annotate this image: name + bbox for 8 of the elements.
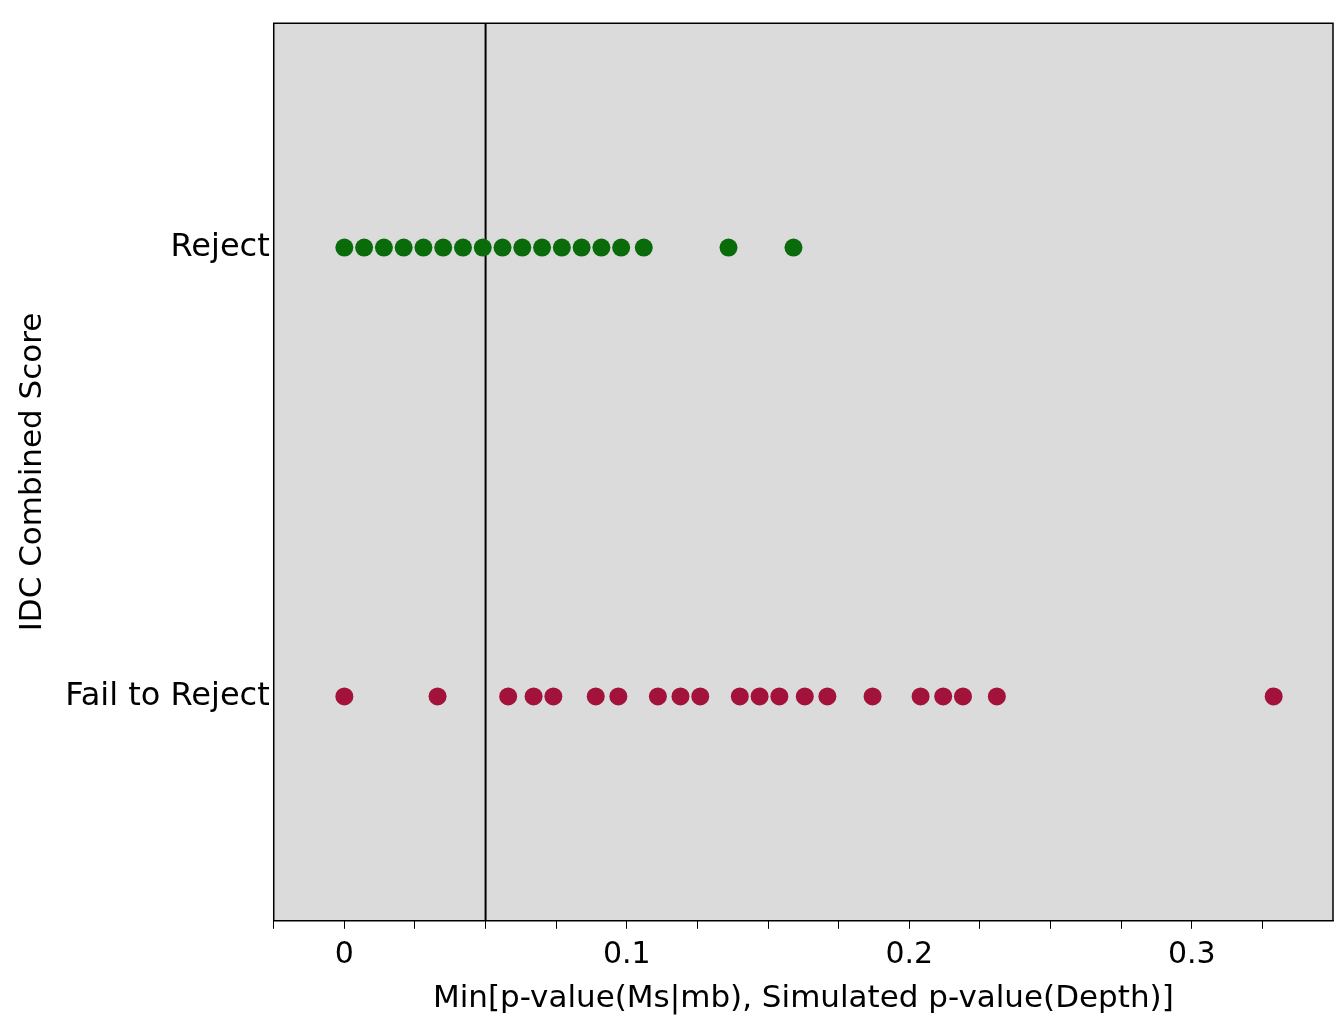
x-tick-label: 0 bbox=[334, 934, 354, 970]
y-axis-title: IDC Combined Score bbox=[11, 312, 48, 632]
x-axis-title: Min[p-value(Ms|mb), Simulated p-value(Depth)] bbox=[432, 978, 1174, 1016]
x-tick-label: 0.1 bbox=[602, 934, 651, 970]
y-tick-label: Reject bbox=[170, 225, 270, 264]
x-tick-label: 0.3 bbox=[1167, 934, 1216, 970]
y-tick-label: Fail to Reject bbox=[65, 674, 270, 713]
x-tick-label: 0.2 bbox=[885, 934, 934, 970]
